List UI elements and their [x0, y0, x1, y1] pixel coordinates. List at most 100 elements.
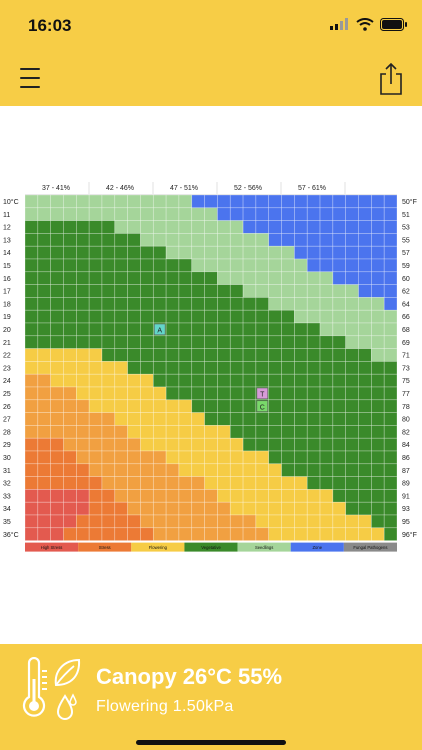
heatmap-cell	[358, 463, 372, 477]
heatmap-cell	[101, 207, 116, 221]
heatmap-cell	[63, 514, 77, 529]
heatmap-cell	[191, 373, 205, 388]
heatmap-cell	[306, 437, 321, 452]
temp-label-fahrenheit: 69	[402, 340, 410, 347]
heatmap-cell	[76, 399, 90, 413]
heatmap-cell	[217, 463, 231, 477]
heatmap-cell	[345, 258, 359, 273]
heatmap-cell	[178, 220, 193, 234]
heatmap-cell	[101, 450, 116, 465]
heatmap-cell	[37, 258, 51, 273]
heatmap-cell	[152, 463, 167, 477]
heatmap-cell	[281, 412, 295, 426]
share-icon[interactable]	[378, 62, 404, 96]
heatmap-cell	[24, 425, 39, 439]
heatmap-cell	[345, 297, 359, 311]
temp-label-celsius: 32	[3, 481, 11, 488]
heatmap-cell	[255, 373, 270, 388]
heatmap-cell	[358, 245, 372, 260]
hamburger-menu-icon[interactable]	[20, 68, 40, 90]
heatmap-cell	[255, 258, 270, 273]
heatmap-cell	[63, 348, 77, 362]
heatmap-cell	[88, 386, 103, 401]
heatmap-cell	[281, 245, 295, 260]
heatmap-cell	[24, 501, 39, 516]
heatmap-cell	[294, 501, 308, 516]
heatmap-cell	[37, 425, 51, 439]
heatmap-cell	[383, 194, 398, 209]
heatmap-cell	[165, 501, 180, 516]
temp-label-celsius: 11	[3, 212, 10, 219]
heatmap-cell	[217, 527, 231, 541]
heatmap-cell	[63, 245, 77, 260]
heatmap-cell	[140, 335, 154, 349]
heatmap-cell	[101, 194, 116, 209]
heatmap-cell	[242, 425, 257, 439]
signal-icon	[330, 18, 348, 30]
heatmap-cell	[178, 489, 193, 503]
heatmap-cell	[345, 476, 359, 490]
heatmap-cell	[191, 322, 205, 337]
heatmap-cell	[255, 489, 270, 503]
heatmap-cell	[371, 207, 385, 221]
heatmap-cell	[204, 258, 218, 273]
heatmap-cell	[294, 245, 308, 260]
heatmap-cell	[76, 489, 90, 503]
heatmap-cell	[268, 489, 282, 503]
temp-label-fahrenheit: 71	[402, 353, 410, 360]
heatmap-cell	[383, 271, 398, 285]
heatmap-cell	[294, 271, 308, 285]
leaf-icon	[54, 658, 81, 687]
heatmap-cell	[24, 476, 39, 490]
heatmap-cell	[371, 450, 385, 465]
heatmap-cell	[345, 361, 359, 375]
heatmap-cell	[37, 437, 51, 452]
heatmap-cell	[217, 425, 231, 439]
heatmap-cell	[371, 399, 385, 413]
heatmap-cell	[114, 527, 128, 541]
heatmap-cell	[152, 233, 167, 247]
heatmap-cell	[242, 335, 257, 349]
heatmap-cell	[345, 233, 359, 247]
heatmap-cell	[332, 399, 346, 413]
heatmap-cell	[319, 514, 334, 529]
heatmap-cell	[191, 463, 205, 477]
status-time: 16:03	[28, 16, 72, 35]
heatmap-cell	[294, 425, 308, 439]
heatmap-cell	[358, 501, 372, 516]
heatmap-cell	[37, 489, 51, 503]
heatmap-cell	[268, 373, 282, 388]
heatmap-cell	[63, 450, 77, 465]
heatmap-cell	[140, 309, 154, 324]
heatmap-cell	[358, 476, 372, 490]
heatmap-cell	[217, 335, 231, 349]
heatmap-cell	[37, 322, 51, 337]
heatmap-cell	[268, 437, 282, 452]
heatmap-cell	[114, 463, 128, 477]
heatmap-cell	[229, 527, 244, 541]
heatmap-cell	[345, 284, 359, 298]
heatmap-cell	[101, 220, 116, 234]
heatmap-cell	[204, 514, 218, 529]
heatmap-cell	[127, 284, 141, 298]
heatmap-cell	[281, 373, 295, 388]
heatmap-cell	[140, 207, 154, 221]
heatmap-cell	[63, 527, 77, 541]
heatmap-cell	[191, 386, 205, 401]
temp-label-fahrenheit: 62	[402, 289, 410, 296]
heatmap-cell	[217, 220, 231, 234]
temp-label-celsius: 12	[3, 225, 11, 232]
heatmap-cell	[50, 220, 64, 234]
heatmap-cell	[114, 207, 128, 221]
heatmap-cell	[217, 233, 231, 247]
heatmap-cell	[229, 514, 244, 529]
heatmap-cell	[319, 245, 334, 260]
heatmap-cell	[229, 245, 244, 260]
heatmap-cell	[229, 373, 244, 388]
heatmap-cell	[204, 322, 218, 337]
heatmap-cell	[371, 233, 385, 247]
heatmap-cell	[204, 412, 218, 426]
heatmap-cell	[165, 527, 180, 541]
heatmap-cell	[345, 245, 359, 260]
heatmap-cell	[76, 233, 90, 247]
